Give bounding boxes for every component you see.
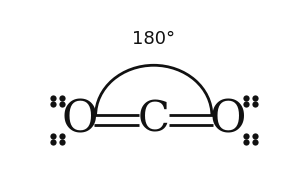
Text: 180°: 180°: [132, 30, 175, 48]
Text: O: O: [61, 98, 98, 142]
Text: O: O: [210, 98, 246, 142]
Text: C: C: [138, 99, 170, 141]
